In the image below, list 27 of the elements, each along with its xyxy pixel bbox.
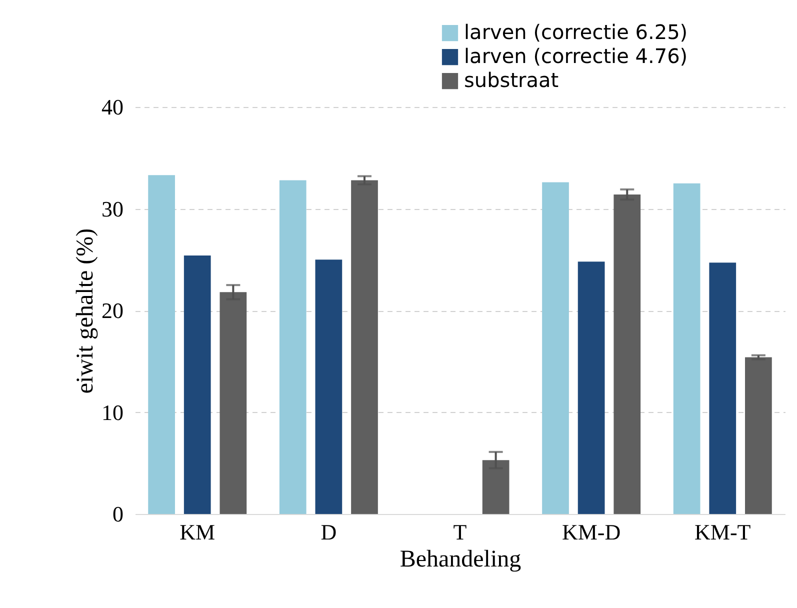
bar bbox=[482, 460, 510, 514]
x-tick-label: D bbox=[320, 520, 337, 544]
y-tick-label: 10 bbox=[102, 400, 124, 425]
y-tick-label: 20 bbox=[102, 298, 124, 323]
x-tick-label: KM-T bbox=[694, 520, 752, 544]
x-tick-label: T bbox=[453, 520, 468, 544]
bar bbox=[315, 260, 342, 514]
legend-label: larven (correctie 6.25) bbox=[464, 20, 688, 44]
bar bbox=[220, 292, 247, 514]
bar bbox=[578, 262, 605, 514]
bar bbox=[184, 256, 211, 514]
y-tick-label: 0 bbox=[112, 502, 124, 526]
x-tick-label: KM-D bbox=[562, 520, 621, 544]
bar bbox=[148, 175, 175, 514]
y-tick-label: 40 bbox=[102, 94, 124, 120]
x-axis-title: Behandeling bbox=[400, 546, 522, 572]
y-tick-label: 30 bbox=[102, 196, 124, 222]
bar bbox=[673, 183, 700, 514]
y-axis-title: eiwit gehalte (%) bbox=[72, 228, 98, 394]
bar bbox=[351, 180, 378, 514]
bar bbox=[709, 262, 736, 514]
bar bbox=[614, 194, 641, 514]
legend-label: substraat bbox=[464, 68, 559, 92]
legend-label: larven (correctie 4.76) bbox=[464, 44, 688, 68]
bar bbox=[542, 182, 569, 514]
bar bbox=[279, 180, 306, 514]
x-tick-label: KM bbox=[180, 520, 216, 544]
